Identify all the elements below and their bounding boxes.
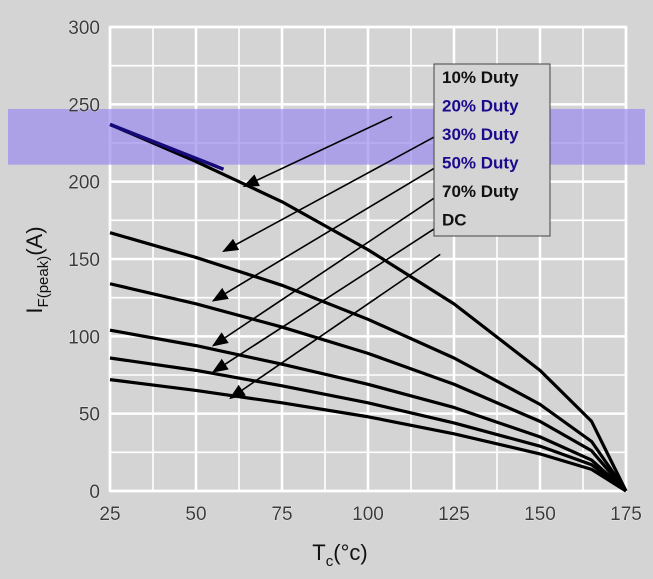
annotation-arrow-3	[211, 163, 441, 302]
x-tick-label: 50	[185, 504, 206, 525]
y-tick-label: 50	[79, 405, 100, 426]
annotation-arrow-2	[222, 133, 441, 253]
series-line-4	[109, 328, 628, 493]
annotation-arrow-6	[229, 253, 441, 400]
annotation-arrow-5	[211, 224, 441, 373]
y-axis-title-sub: F(peak)	[35, 256, 52, 308]
legend-label-5: 70% Duty	[442, 182, 519, 201]
annotation-arrows	[211, 115, 441, 400]
y-axis-title: IF(peak)(A)	[22, 226, 52, 313]
legend: 10% Duty 20% Duty 30% Duty 50% Duty 70% Duty…	[433, 63, 551, 237]
series-layer	[109, 122, 628, 493]
series-line-6	[109, 378, 627, 493]
x-tick-label: 175	[610, 504, 642, 525]
x-tick-label: 100	[352, 504, 384, 525]
y-axis-title-unit: (A)	[22, 226, 47, 255]
legend-label-2: 20% Duty	[442, 97, 519, 116]
y-tick-label: 300	[68, 18, 100, 39]
y-tick-label: 0	[89, 482, 100, 503]
y-tick-label: 150	[68, 250, 100, 271]
x-tick-label: 75	[271, 504, 292, 525]
series-line-5	[109, 356, 627, 493]
y-tick-label: 200	[68, 173, 100, 194]
series-line-2	[109, 231, 628, 492]
series-line-1	[109, 122, 628, 492]
y-tick-label: 100	[68, 327, 100, 348]
x-tick-labels: 25 50 75 100 125 150 175	[99, 504, 642, 526]
y-tick-label: 250	[68, 95, 100, 116]
legend-label-3: 30% Duty	[442, 125, 519, 144]
annotation-arrow-4	[211, 193, 441, 347]
series-line-3	[109, 282, 628, 493]
y-tick-labels: 0 50 100 150 200 250 300	[68, 18, 100, 504]
y-axis-title-main: I	[22, 307, 47, 313]
series-line-1-highlight	[109, 122, 225, 171]
x-axis-title-main: T	[312, 540, 325, 565]
x-axis-title: Tc(°c)	[312, 540, 367, 570]
x-tick-label: 25	[99, 504, 120, 525]
annotation-arrow-1	[242, 115, 393, 188]
x-axis-title-unit: (°c)	[333, 540, 367, 565]
legend-label-4: 50% Duty	[442, 154, 519, 173]
legend-box	[433, 63, 551, 237]
x-tick-label: 125	[438, 504, 470, 525]
x-axis-title-sub: c	[326, 553, 334, 570]
legend-label-6: DC	[442, 211, 467, 230]
x-tick-label: 150	[524, 504, 556, 525]
legend-label-1: 10% Duty	[442, 68, 519, 87]
